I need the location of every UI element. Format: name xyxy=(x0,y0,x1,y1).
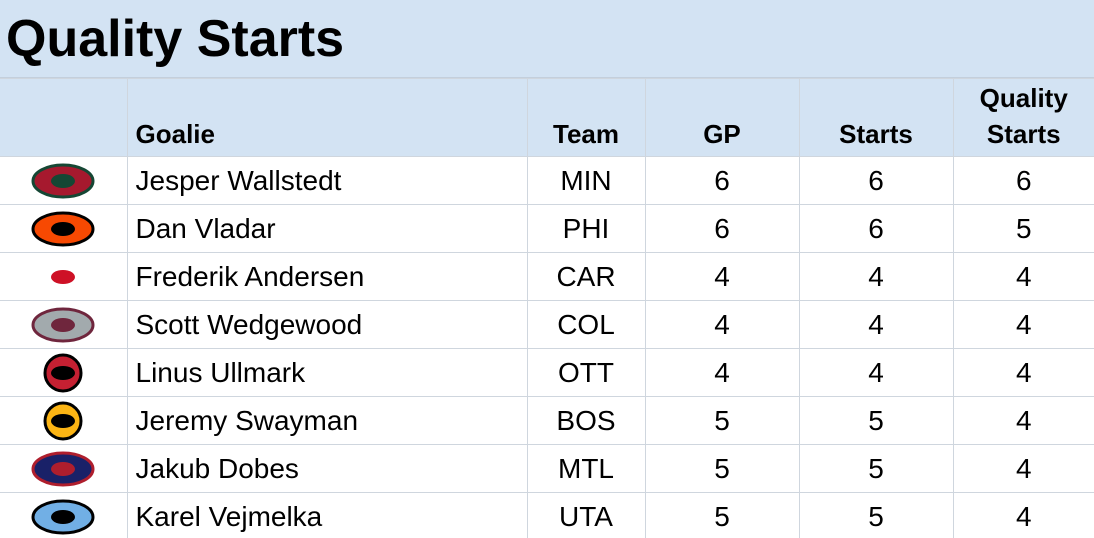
team-logo xyxy=(31,163,95,198)
cell: 5 xyxy=(798,444,954,493)
goalie-name: Jakub Dobes xyxy=(126,444,528,493)
goalie-name: Linus Ullmark xyxy=(126,348,528,397)
goalie-name: Dan Vladar xyxy=(126,204,528,253)
cell: MIN xyxy=(526,156,646,205)
cell: 4 xyxy=(952,300,1094,349)
logo-cell xyxy=(0,252,128,301)
table-row: Jesper Wallstedt MIN 6 6 6 xyxy=(0,156,1094,205)
table-row: Karel Vejmelka UTA 5 5 4 xyxy=(0,492,1094,538)
table-row: Scott Wedgewood COL 4 4 4 xyxy=(0,300,1094,349)
team-logo xyxy=(31,307,95,342)
table-row: Dan Vladar PHI 6 6 5 xyxy=(0,204,1094,253)
cell: 5 xyxy=(644,492,800,538)
logo-cell xyxy=(0,156,128,205)
column-header: Quality Starts xyxy=(952,78,1094,157)
team-logo xyxy=(43,353,83,392)
logo-cell xyxy=(0,204,128,253)
cell: 4 xyxy=(952,444,1094,493)
logo-header xyxy=(0,78,128,157)
cell: 5 xyxy=(644,396,800,445)
table-body: Jesper Wallstedt MIN 6 6 6 Dan Vladar PHI 6 6 5 Fr… xyxy=(0,156,1094,538)
cell: 5 xyxy=(644,444,800,493)
logo-cell xyxy=(0,300,128,349)
cell: 4 xyxy=(798,300,954,349)
logo-cell xyxy=(0,348,128,397)
table-row: Jakub Dobes MTL 5 5 4 xyxy=(0,444,1094,493)
cell: 4 xyxy=(952,492,1094,538)
column-header: Starts xyxy=(798,78,954,157)
cell: 5 xyxy=(798,492,954,538)
table-row: Jeremy Swayman BOS 5 5 4 xyxy=(0,396,1094,445)
logo-cell xyxy=(0,396,128,445)
cell: 6 xyxy=(644,156,800,205)
table-row: Frederik Andersen CAR 4 4 4 xyxy=(0,252,1094,301)
cell: 4 xyxy=(952,348,1094,397)
cell: 4 xyxy=(798,252,954,301)
goalie-name: Frederik Andersen xyxy=(126,252,528,301)
team-logo xyxy=(31,451,95,486)
column-header: GP xyxy=(644,78,800,157)
goalie-name: Jesper Wallstedt xyxy=(126,156,528,205)
cell: 4 xyxy=(644,252,800,301)
cell: 4 xyxy=(952,252,1094,301)
cell: 4 xyxy=(644,300,800,349)
cell: BOS xyxy=(526,396,646,445)
logo-cell xyxy=(0,492,128,538)
cell: 6 xyxy=(644,204,800,253)
cell: PHI xyxy=(526,204,646,253)
header-row: Goalie Team GP Starts Quality Starts xyxy=(0,78,1094,157)
team-logo xyxy=(31,211,95,246)
team-logo xyxy=(43,401,83,440)
team-logo xyxy=(31,499,95,534)
team-logo xyxy=(47,260,80,293)
goalie-name: Karel Vejmelka xyxy=(126,492,528,538)
cell: COL xyxy=(526,300,646,349)
cell: 5 xyxy=(798,396,954,445)
goalie-name: Jeremy Swayman xyxy=(126,396,528,445)
cell: 4 xyxy=(798,348,954,397)
cell: 6 xyxy=(952,156,1094,205)
cell: UTA xyxy=(526,492,646,538)
title: Quality Starts xyxy=(0,0,1094,78)
column-header: Goalie xyxy=(126,78,528,157)
cell: 6 xyxy=(798,156,954,205)
logo-cell xyxy=(0,444,128,493)
cell: 4 xyxy=(644,348,800,397)
goalie-name: Scott Wedgewood xyxy=(126,300,528,349)
cell: 4 xyxy=(952,396,1094,445)
cell: MTL xyxy=(526,444,646,493)
cell: 6 xyxy=(798,204,954,253)
cell: 5 xyxy=(952,204,1094,253)
cell: OTT xyxy=(526,348,646,397)
table-row: Linus Ullmark OTT 4 4 4 xyxy=(0,348,1094,397)
column-header: Team xyxy=(526,78,646,157)
cell: CAR xyxy=(526,252,646,301)
table: Goalie Team GP Starts Quality Starts Jesper … xyxy=(0,78,1094,538)
